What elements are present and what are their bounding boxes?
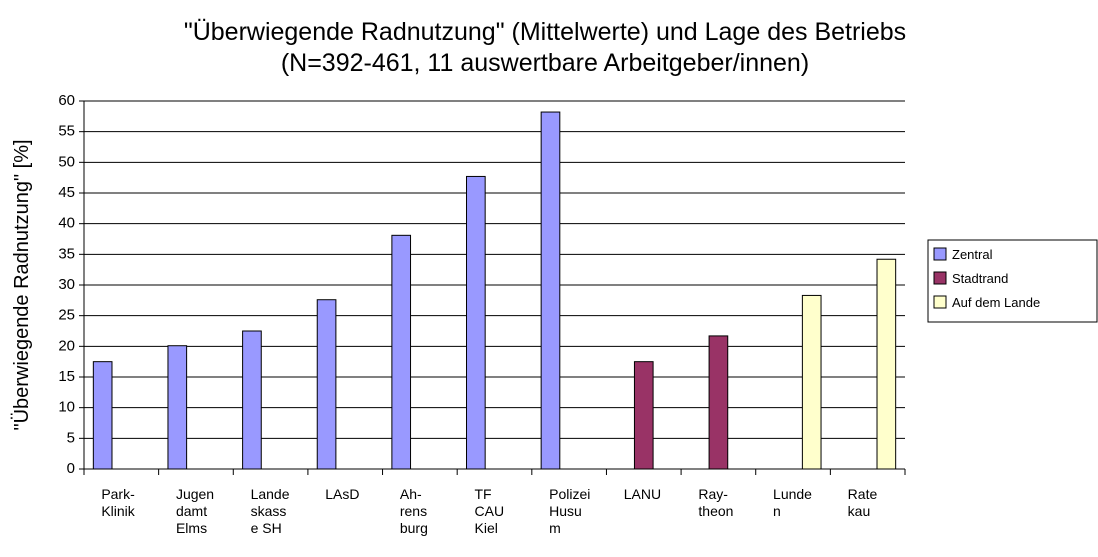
- x-tick-line: Lande: [251, 486, 290, 502]
- y-tick-label: 55: [58, 123, 75, 140]
- bar: [801, 294, 822, 470]
- x-tick-line: m: [549, 520, 561, 536]
- x-tick-line: Klinik: [101, 503, 135, 519]
- y-tick-label: 25: [58, 307, 75, 324]
- x-tick-line: Elms: [176, 520, 207, 536]
- x-tick-line: Ray-: [698, 486, 728, 502]
- bar: [708, 335, 729, 470]
- x-tick-label: Ray-theon: [698, 486, 733, 519]
- legend-label: Zentral: [952, 247, 993, 262]
- chart-title: "Überwiegende Radnutzung" (Mittelwerte) …: [184, 18, 906, 46]
- legend-swatch: [933, 247, 947, 261]
- y-tick-label: 5: [67, 429, 75, 446]
- bar: [242, 330, 262, 470]
- x-tick-line: Ah-: [400, 486, 422, 502]
- legend-label: Stadtrand: [952, 271, 1008, 286]
- x-tick-line: Jugen: [176, 486, 214, 502]
- x-tick-line: burg: [400, 520, 428, 536]
- y-tick-label: 45: [58, 184, 75, 201]
- y-tick-label: 30: [58, 276, 75, 293]
- y-axis-label: "Überwiegende Radnutzung" [%]: [11, 139, 33, 430]
- bar: [540, 111, 561, 470]
- legend-swatch: [933, 271, 947, 285]
- x-tick-line: LAsD: [325, 486, 359, 502]
- y-tick-label: 60: [58, 92, 75, 109]
- legend-label: Auf dem Lande: [952, 295, 1040, 310]
- x-tick-label: Lunde n: [773, 486, 812, 519]
- y-tick-label: 15: [58, 368, 75, 385]
- chart-title: (N=392-461, 11 auswertbare Arbeitgeber/i…: [281, 49, 809, 77]
- x-tick-line: Rate: [848, 486, 878, 502]
- x-tick-line: damt: [176, 503, 207, 519]
- x-tick-label: TF CAU Kiel: [475, 486, 505, 536]
- bar: [876, 258, 897, 470]
- x-tick-line: skass: [251, 503, 287, 519]
- x-tick-label: Jugen damt Elms: [176, 486, 214, 536]
- x-tick-label: Polizei Husu m: [549, 486, 590, 536]
- y-tick-label: 35: [58, 245, 75, 262]
- bar: [633, 361, 654, 470]
- x-tick-line: Husu: [549, 503, 582, 519]
- x-tick-label: LAsD: [325, 486, 359, 502]
- x-tick-line: Polizei: [549, 486, 590, 502]
- y-tick-label: 0: [67, 460, 75, 477]
- y-tick-label: 20: [58, 337, 75, 354]
- x-tick-line: theon: [698, 503, 733, 519]
- y-tick-label: 50: [58, 153, 75, 170]
- x-tick-line: rens: [400, 503, 427, 519]
- x-tick-label: Lande skass e SH: [251, 486, 290, 536]
- bar: [167, 345, 188, 470]
- x-tick-line: Lunde: [773, 486, 812, 502]
- x-tick-label: Rate kau: [848, 486, 878, 519]
- legend-swatch: [933, 295, 947, 309]
- legend-box: [927, 239, 1098, 323]
- y-tick-label: 40: [58, 215, 75, 232]
- x-tick-label: LANU: [624, 486, 661, 502]
- x-tick-line: e SH: [251, 520, 282, 536]
- x-tick-label: Park-Klinik: [101, 486, 135, 519]
- x-tick-line: n: [773, 503, 781, 519]
- x-tick-line: TF: [475, 486, 492, 502]
- bar: [316, 299, 337, 470]
- bar: [466, 175, 486, 470]
- x-tick-line: Park-: [101, 486, 135, 502]
- x-tick-line: kau: [848, 503, 871, 519]
- x-tick-line: CAU: [475, 503, 505, 519]
- bar: [391, 234, 412, 470]
- x-tick-label: Ah-rens burg: [400, 486, 428, 536]
- y-tick-label: 10: [58, 399, 75, 416]
- x-tick-line: Kiel: [475, 520, 498, 536]
- x-tick-line: LANU: [624, 486, 661, 502]
- bar: [92, 361, 113, 470]
